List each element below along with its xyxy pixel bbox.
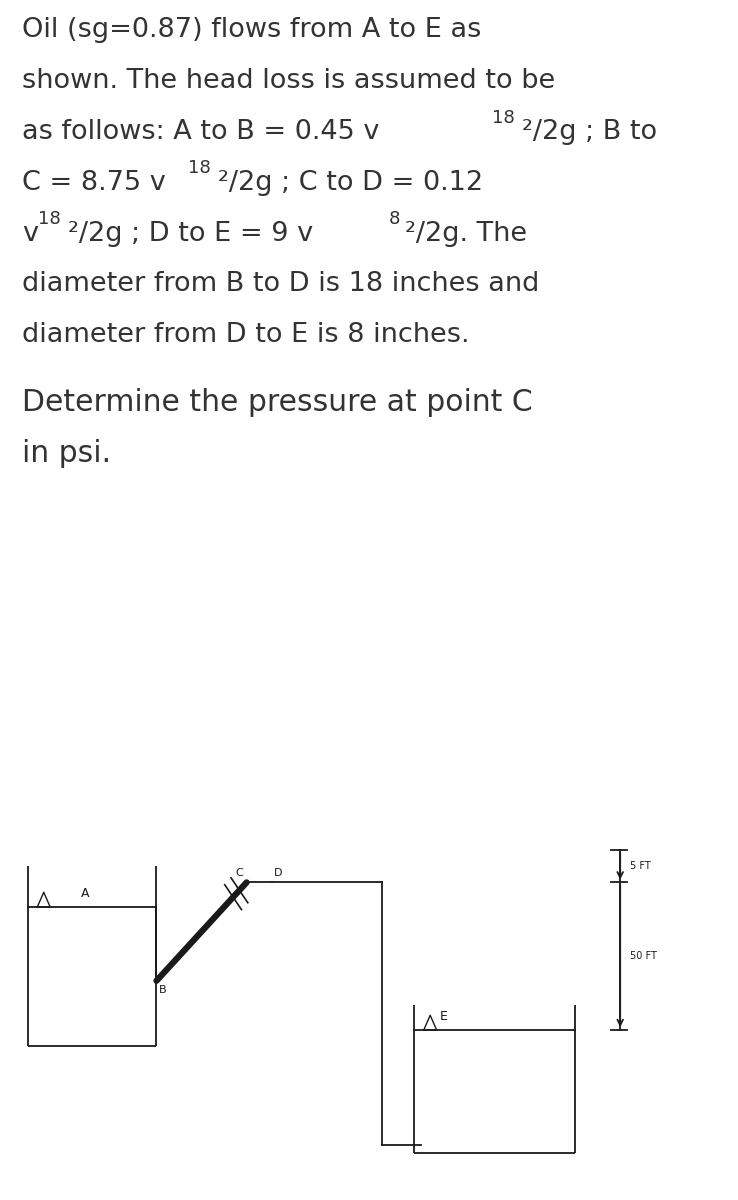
Text: B: B bbox=[159, 985, 166, 995]
Text: ²/2g ; C to D = 0.12: ²/2g ; C to D = 0.12 bbox=[218, 170, 483, 196]
Text: Determine the pressure at point C: Determine the pressure at point C bbox=[22, 389, 533, 418]
Text: 5 FT: 5 FT bbox=[630, 862, 651, 871]
Text: in psi.: in psi. bbox=[22, 439, 111, 468]
Text: ²/2g ; D to E = 9 v: ²/2g ; D to E = 9 v bbox=[68, 221, 313, 247]
Text: C = 8.75 v: C = 8.75 v bbox=[22, 170, 166, 196]
Text: 18: 18 bbox=[38, 210, 61, 228]
Text: 18: 18 bbox=[492, 108, 515, 126]
Text: 8: 8 bbox=[389, 210, 400, 228]
Text: D: D bbox=[275, 869, 283, 878]
Text: 50 FT: 50 FT bbox=[630, 952, 657, 961]
Text: ²/2g. The: ²/2g. The bbox=[405, 221, 527, 247]
Text: Oil (sg=0.87) flows from A to E as: Oil (sg=0.87) flows from A to E as bbox=[22, 17, 481, 43]
Text: v: v bbox=[22, 221, 38, 247]
Text: C: C bbox=[235, 869, 244, 878]
Text: A: A bbox=[81, 888, 90, 900]
Text: as follows: A to B = 0.45 v: as follows: A to B = 0.45 v bbox=[22, 119, 379, 145]
Text: diameter from B to D is 18 inches and: diameter from B to D is 18 inches and bbox=[22, 271, 539, 298]
Text: ²/2g ; B to: ²/2g ; B to bbox=[522, 119, 657, 145]
Text: 18: 18 bbox=[188, 160, 211, 178]
Text: diameter from D to E is 8 inches.: diameter from D to E is 8 inches. bbox=[22, 323, 469, 348]
Text: E: E bbox=[440, 1010, 448, 1024]
Text: shown. The head loss is assumed to be: shown. The head loss is assumed to be bbox=[22, 68, 556, 95]
